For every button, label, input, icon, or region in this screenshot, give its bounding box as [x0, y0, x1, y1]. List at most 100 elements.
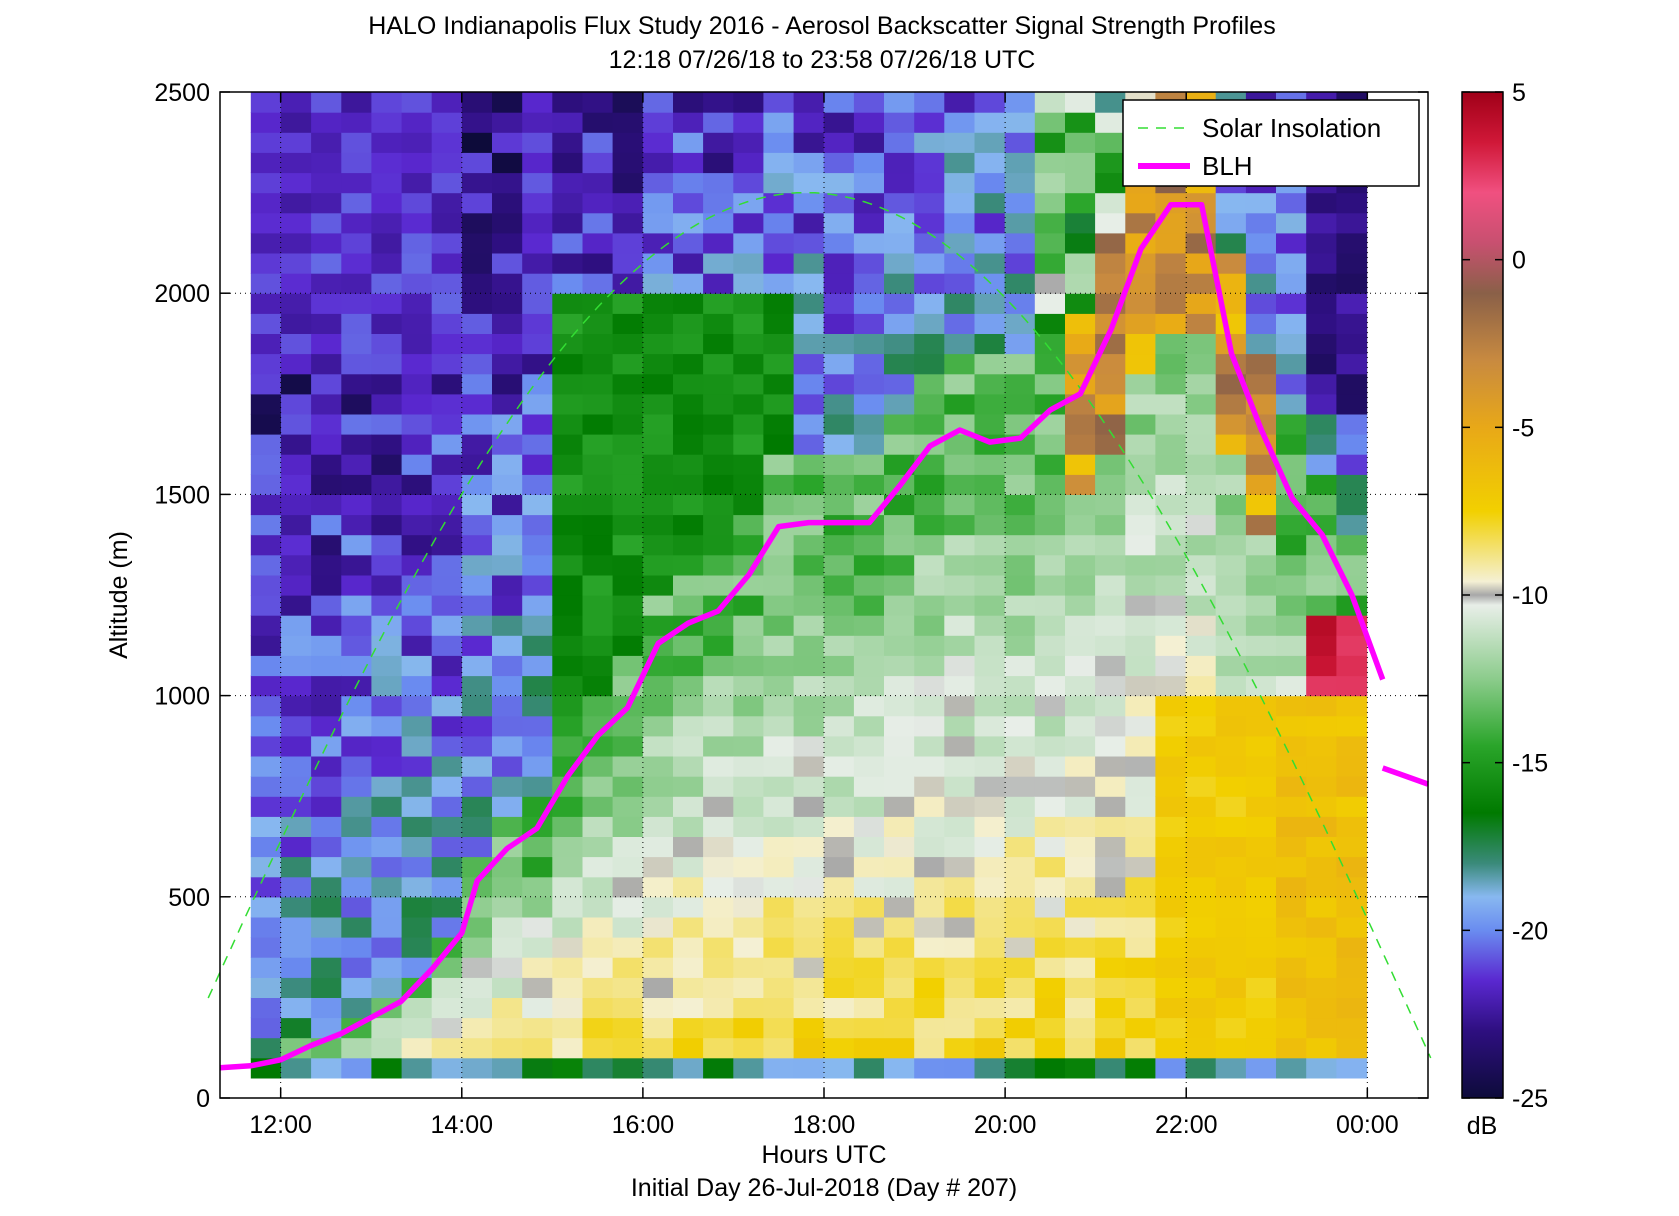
heatmap-cell: [642, 273, 674, 294]
heatmap-cell: [311, 937, 342, 958]
heatmap-cell: [1306, 232, 1337, 254]
heatmap-cell: [612, 1037, 644, 1059]
y-tick-label: 1500: [154, 481, 210, 509]
heatmap-cell: [733, 796, 765, 817]
heatmap-cell: [371, 454, 403, 475]
heatmap-cell: [1034, 313, 1066, 334]
y-axis-label: Altitude (m): [105, 531, 133, 659]
heatmap-cell: [884, 595, 915, 616]
heatmap-cell: [1034, 112, 1066, 133]
heatmap-cell: [280, 856, 312, 878]
heatmap-cell: [311, 313, 342, 334]
heatmap-cell: [642, 293, 674, 314]
heatmap-cell: [492, 1057, 523, 1079]
heatmap-cell: [673, 534, 704, 556]
heatmap-cell: [522, 916, 553, 938]
heatmap-cell: [733, 896, 765, 918]
heatmap-cell: [733, 393, 765, 415]
heatmap-cell: [1095, 896, 1126, 918]
heatmap-cell: [582, 92, 614, 113]
heatmap-cell: [431, 152, 463, 174]
heatmap-cell: [884, 635, 915, 656]
heatmap-cell: [1245, 715, 1277, 737]
heatmap-cell: [1125, 856, 1157, 878]
heatmap-cell: [1336, 635, 1368, 656]
heatmap-cell: [673, 152, 704, 174]
heatmap-cell: [1245, 635, 1277, 656]
heatmap-cell: [763, 474, 795, 495]
heatmap-cell: [612, 232, 644, 254]
heatmap-cell: [250, 916, 282, 938]
heatmap-cell: [1004, 253, 1036, 274]
heatmap-cell: [582, 957, 614, 978]
heatmap-cell: [1306, 957, 1337, 978]
heatmap-cell: [582, 997, 614, 1019]
heatmap-cell: [793, 574, 825, 596]
heatmap-cell: [250, 112, 282, 133]
heatmap-cell: [1185, 876, 1217, 898]
heatmap-cell: [884, 132, 915, 153]
heatmap-cell: [853, 615, 885, 636]
heatmap-cell: [250, 715, 282, 737]
heatmap-cell: [582, 816, 614, 837]
heatmap-cell: [1276, 977, 1307, 998]
heatmap-cell: [1034, 534, 1066, 556]
heatmap-cell: [582, 916, 614, 938]
heatmap-cell: [1125, 333, 1157, 355]
heatmap-cell: [793, 836, 825, 858]
heatmap-cell: [522, 172, 553, 194]
heatmap-cell: [1306, 293, 1337, 314]
heatmap-cell: [944, 635, 976, 656]
heatmap-cell: [431, 494, 463, 516]
heatmap-cell: [703, 413, 734, 435]
heatmap-cell: [703, 756, 734, 777]
heatmap-cell: [823, 896, 855, 918]
heatmap-cell: [1215, 253, 1247, 274]
heatmap-cell: [1125, 836, 1157, 858]
heatmap-cell: [552, 1017, 584, 1039]
heatmap-cell: [703, 937, 734, 958]
heatmap-cell: [944, 615, 976, 636]
heatmap-cell: [1336, 957, 1368, 978]
heatmap-cell: [642, 474, 674, 495]
heatmap-cell: [673, 816, 704, 837]
heatmap-cell: [823, 554, 855, 576]
heatmap-cell: [703, 695, 734, 717]
heatmap-cell: [401, 856, 433, 878]
heatmap-cell: [974, 595, 1006, 616]
heatmap-cell: [522, 635, 553, 656]
heatmap-cell: [522, 957, 553, 978]
heatmap-cell: [1185, 413, 1217, 435]
heatmap-cell: [1336, 977, 1368, 998]
heatmap-cell: [461, 574, 493, 596]
heatmap-cell: [944, 1017, 976, 1039]
heatmap-cell: [341, 393, 373, 415]
heatmap-cell: [1215, 675, 1247, 697]
heatmap-cell: [823, 474, 855, 495]
heatmap-cell: [250, 293, 282, 314]
heatmap-cell: [884, 172, 915, 194]
heatmap-cell: [823, 434, 855, 455]
heatmap-cell: [341, 494, 373, 516]
heatmap-cell: [1125, 796, 1157, 817]
heatmap-cell: [492, 776, 523, 797]
heatmap-cell: [914, 916, 945, 938]
heatmap-cell: [1034, 856, 1066, 878]
heatmap-cell: [492, 977, 523, 998]
heatmap-cell: [522, 253, 553, 274]
heatmap-cell: [1034, 494, 1066, 516]
heatmap-cell: [1095, 635, 1126, 656]
heatmap-cell: [1245, 816, 1277, 837]
heatmap-cell: [552, 735, 584, 757]
heatmap-cell: [492, 212, 523, 234]
heatmap-cell: [341, 937, 373, 958]
heatmap-cell: [250, 896, 282, 918]
heatmap-cell: [280, 232, 312, 254]
heatmap-cell: [582, 1057, 614, 1079]
heatmap-cell: [1125, 675, 1157, 697]
heatmap-cell: [582, 132, 614, 153]
heatmap-cell: [341, 615, 373, 636]
heatmap-cell: [763, 132, 795, 153]
heatmap-cell: [914, 715, 945, 737]
